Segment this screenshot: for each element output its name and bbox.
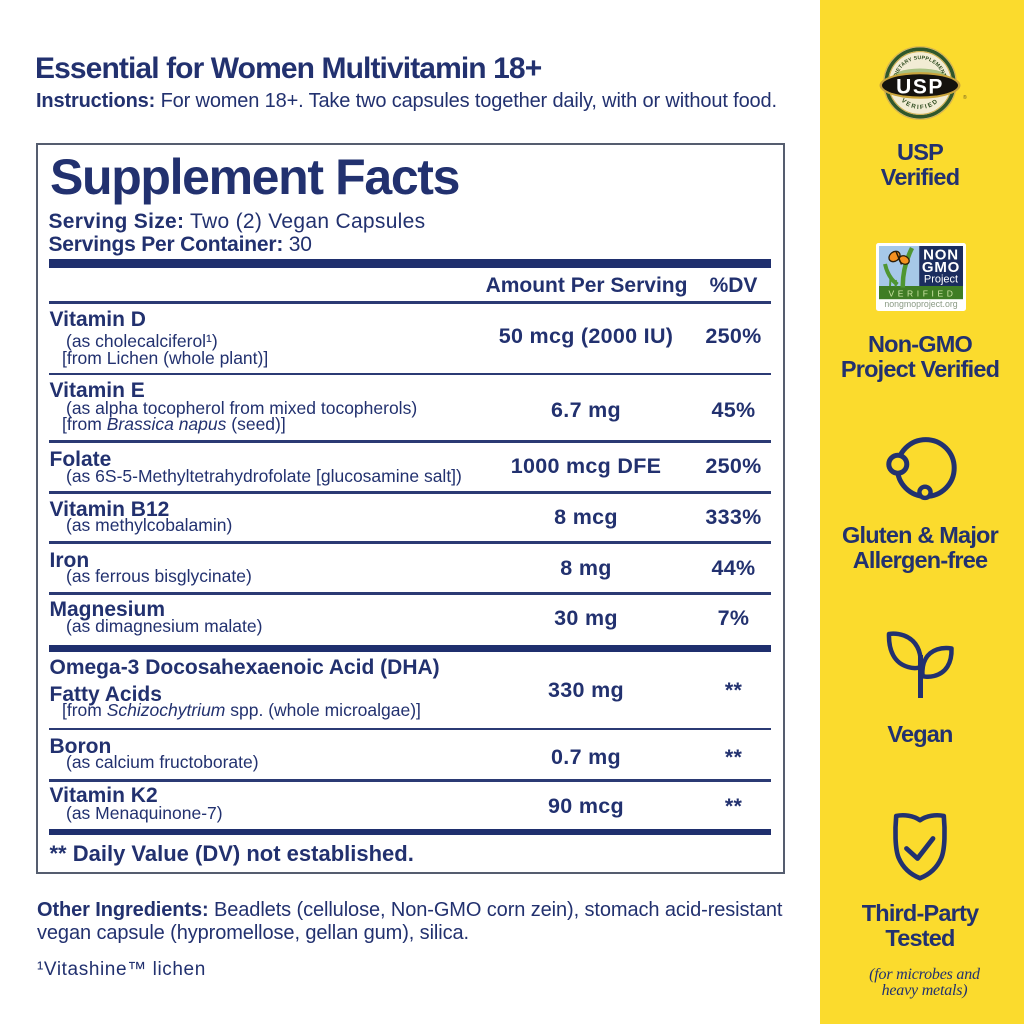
svg-text:Project: Project <box>924 274 958 286</box>
svg-text:nongmoproject.org: nongmoproject.org <box>884 299 957 309</box>
svg-text:®: ® <box>963 94 967 101</box>
svg-text:GMO: GMO <box>922 259 960 276</box>
svg-text:VERIFIED: VERIFIED <box>888 289 956 299</box>
svg-text:NON: NON <box>923 247 959 264</box>
svg-text:USP: USP <box>896 75 944 98</box>
